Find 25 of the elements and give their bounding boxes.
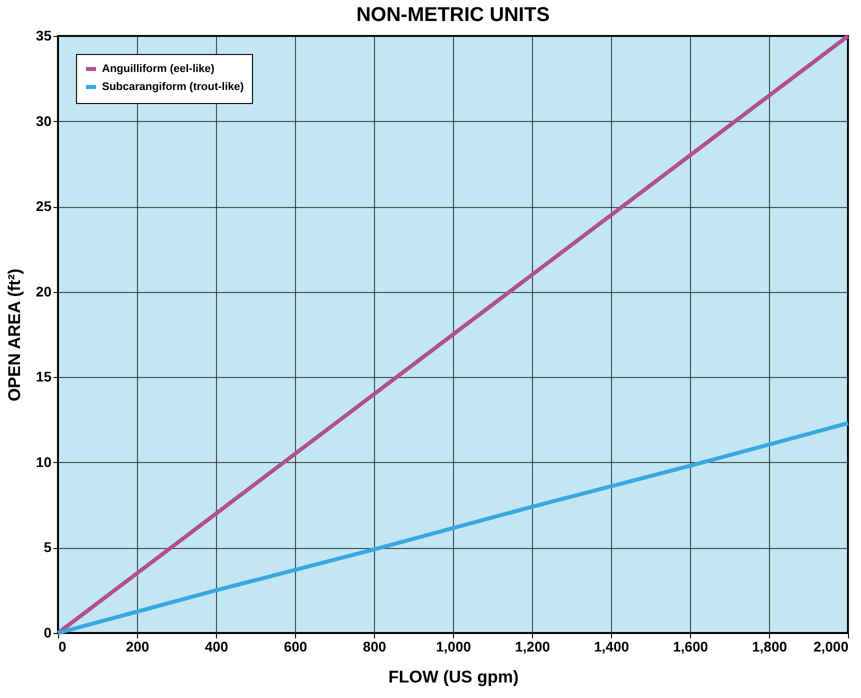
y-tick-label: 15 (36, 368, 52, 385)
x-tick-label: 1,400 (594, 638, 630, 654)
x-tick-label: 1,800 (752, 638, 788, 654)
x-tick-label: 200 (126, 638, 150, 654)
y-tick-label: 10 (36, 454, 52, 470)
y-tick-label: 5 (44, 539, 52, 556)
x-tick-label: 2,000 (813, 638, 849, 654)
x-tick-label: 1,000 (436, 638, 472, 654)
x-axis-title: FLOW (US gpm) (388, 668, 519, 686)
x-tick-label: 1,200 (514, 638, 550, 654)
y-tick-label: 20 (36, 283, 52, 300)
x-tick-label: 1,600 (672, 638, 708, 654)
x-tick-label: 800 (362, 638, 386, 654)
x-tick-label: 0 (58, 638, 66, 654)
x-tick-label: 400 (204, 638, 228, 654)
y-tick-label: 30 (36, 112, 52, 129)
line-series (56, 34, 850, 635)
chart-title: NON-METRIC UNITS (356, 4, 550, 26)
legend-label: Subcarangiform (trout-like) (102, 81, 244, 93)
y-axis-title: OPEN AREA (ft²) (4, 268, 24, 402)
y-tick-label: 35 (36, 28, 52, 44)
legend-label: Anguilliform (eel-like) (102, 63, 215, 75)
y-tick-label: 0 (44, 624, 52, 640)
x-tick-label: 600 (284, 638, 308, 654)
y-tick-label: 25 (36, 198, 52, 214)
